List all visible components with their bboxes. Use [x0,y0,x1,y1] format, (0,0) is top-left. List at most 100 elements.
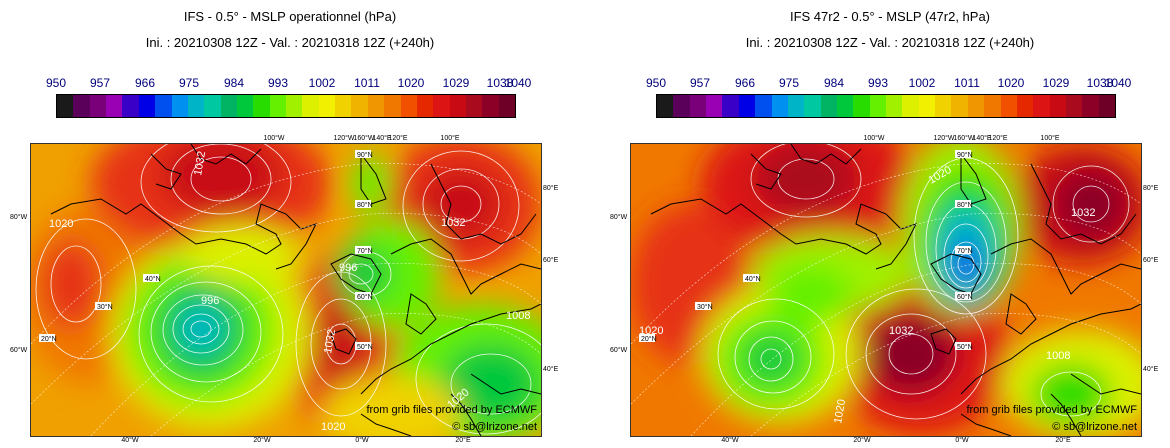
colorbar-swatch [755,95,772,117]
colorbar [656,94,1116,118]
colorbar-swatch [416,95,434,117]
colorbar-swatch [918,95,936,117]
colorbar-swatch [220,95,237,117]
lat-label: 60°E [543,257,559,264]
colorbar-swatch [1049,95,1066,117]
grid-lat-label: 80°N [357,201,373,209]
colorbar-swatch [771,95,788,117]
colorbar-label: 1011 [954,76,980,90]
colorbar-swatch [302,95,319,117]
colorbar-swatch [722,95,739,117]
colorbar-swatch [1000,95,1017,117]
colorbar-swatch [187,95,205,117]
colorbar-label: 984 [223,76,245,90]
mslp-field: 90°N 80°N 70°N 60°N 50°N 40°N 30°N 20°N … [631,144,1141,436]
colorbar-swatch [253,95,270,117]
lon-label: 100°W [263,135,285,142]
lon-label: 0°W [355,437,369,444]
colorbar-label: 993 [267,76,289,90]
colorbar-swatch [57,95,74,117]
colorbar-swatch [804,95,821,117]
contour-label: 996 [201,295,219,307]
grid-lat-label: 60°N [357,293,373,301]
colorbar-swatch [935,95,952,117]
colorbar-swatch [706,95,723,117]
colorbar-swatch [673,95,690,117]
colorbar-label: 975 [778,76,800,90]
colorbar-swatch [853,95,870,117]
contour-label: 1032 [441,217,465,229]
colorbar-swatch [787,95,805,117]
colorbar-swatch [967,95,985,117]
lat-label: 40°E [1143,366,1159,373]
lat-label: 60°W [10,347,28,354]
contour-label: 1020 [639,325,663,337]
lon-label: 0°W [955,437,969,444]
colorbar-swatch [984,95,1001,117]
grid-lat-label: 90°N [357,151,373,159]
grid-lat-label: 80°N [957,201,973,209]
colorbar-label: 1002 [308,76,336,90]
lat-label: 80°E [543,185,559,192]
colorbar-swatch [269,95,287,117]
colorbar-label: 975 [178,76,200,90]
mslp-map[interactable]: 90°N 80°N 70°N 60°N 50°N 40°N 30°N 20°N … [30,143,542,437]
colorbar-swatch [886,95,903,117]
lon-label: 160°W [953,135,975,142]
colorbar-swatch [482,95,499,117]
colorbar-label: 1038 [486,76,514,90]
copyright: © sb@lrizone.net [1052,421,1137,433]
colorbar-swatch [73,95,90,117]
colorbar-swatch [689,95,707,117]
colorbar-label: 966 [734,76,756,90]
data-credit: from grib files provided by ECMWF [366,404,537,416]
lon-label: 40°W [121,437,139,444]
grid-lat-label: 60°N [957,293,973,301]
colorbar-label: 984 [823,76,845,90]
grid-lat-label: 70°N [357,247,373,255]
colorbar-swatch [433,95,450,117]
contour-label: 1020 [832,398,848,424]
colorbar-swatch [204,95,221,117]
lat-label: 80°E [1143,185,1159,192]
colorbar-swatch [869,95,887,117]
contour-label: 1008 [506,310,530,322]
colorbar-label: 966 [134,76,156,90]
colorbar-swatch [951,95,968,117]
colorbar-label: 1011 [354,76,380,90]
contour-label: 1032 [1071,207,1095,219]
colorbar-swatch [836,95,854,117]
colorbar-swatch [657,95,674,117]
colorbar-label: 1020 [397,76,425,90]
contour-label: 1032 [889,325,913,337]
grid-lat-label: 20°N [41,335,57,343]
lon-label: 20°W [253,437,271,444]
colorbar-swatch [498,95,516,117]
contour-label: 1008 [1046,350,1070,362]
grid-lat-label: 40°N [745,275,761,283]
colorbar-swatch [1065,95,1083,117]
panel-title: IFS - 0.5° - MSLP operationnel (hPa) [183,9,397,24]
contour-label: 1020 [49,218,73,230]
colorbar [56,94,516,118]
colorbar-label: 950 [45,76,67,90]
lon-label: 140°E [372,135,392,142]
lat-label: 40°E [543,366,559,373]
colorbar-swatch [1098,95,1116,117]
copyright: © sb@lrizone.net [452,421,537,433]
lon-label: 20°E [1055,437,1071,444]
panel-subtitle: Ini. : 20210308 12Z - Val. : 20210318 12… [745,35,1035,50]
colorbar-swatch [820,95,837,117]
lon-label: 140°E [972,135,992,142]
lon-label: 120°E [988,135,1008,142]
lon-label: 120°E [388,135,408,142]
mslp-map[interactable]: 90°N 80°N 70°N 60°N 50°N 40°N 30°N 20°N … [630,143,1142,437]
colorbar-swatch [465,95,483,117]
colorbar-label: 1029 [1042,76,1070,90]
grid-lat-label: 30°N [697,303,713,311]
contour-label: 1020 [321,421,345,433]
lon-label: 160°W [353,135,375,142]
grid-lat-label: 30°N [97,303,113,311]
right-map-panel: IFS 47r2 - 0.5° - MSLP (47r2, hPa) Ini. … [610,0,1170,448]
colorbar-label: 1040 [504,76,532,90]
